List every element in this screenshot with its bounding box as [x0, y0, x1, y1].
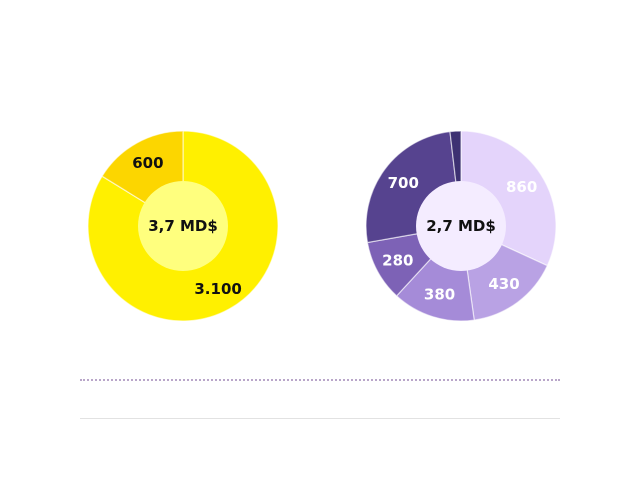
donut-chart-2: 860 430 380 280 700 2,7 MD$ [365, 130, 557, 322]
solid-divider [80, 418, 560, 419]
donut-chart-1: 3.100 600 3,7 MD$ [87, 130, 279, 322]
slice-label: 280 [382, 252, 413, 270]
slice-label: 430 [488, 275, 519, 293]
donut-hole [416, 181, 506, 271]
slice-label: 380 [424, 286, 455, 304]
slice-label: 860 [506, 178, 537, 196]
center-total-label: 3,7 MD$ [148, 217, 218, 235]
donut-hole [138, 181, 228, 271]
slice-label: 700 [388, 174, 419, 192]
dotted-divider [80, 379, 560, 381]
slice-label: 600 [132, 154, 163, 172]
center-total-label: 2,7 MD$ [426, 217, 496, 235]
slice-label: 3.100 [194, 280, 241, 298]
